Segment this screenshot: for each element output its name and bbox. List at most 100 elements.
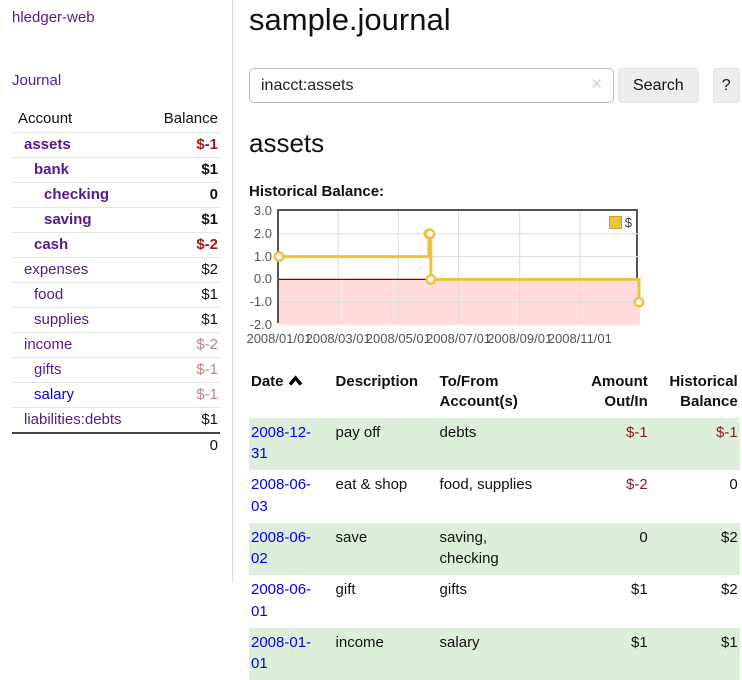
account-balance: $-1	[146, 133, 220, 158]
y-tick-label: 2.0	[254, 227, 272, 241]
account-balance: $-1	[146, 358, 220, 383]
account-heading: assets	[249, 128, 740, 159]
transaction-description: save	[334, 523, 438, 576]
transaction-amount: $1	[573, 575, 650, 628]
account-balance: $1	[146, 308, 220, 333]
account-row: saving $1	[12, 208, 220, 233]
transaction-description: eat & shop	[334, 470, 438, 523]
x-tick-label: 2008/11/01	[548, 331, 612, 346]
sidebar-account-link-saving[interactable]: saving	[14, 211, 92, 228]
sidebar-account-link-checking[interactable]: checking	[14, 186, 109, 203]
app-brand-link[interactable]: hledger-web	[12, 9, 220, 26]
transaction-accounts: gifts	[438, 575, 574, 628]
account-balance: $2	[146, 258, 220, 283]
account-balance: $-1	[146, 383, 220, 408]
help-button[interactable]: ?	[713, 68, 740, 103]
transaction-balance: $-1	[650, 418, 740, 471]
register-header-description: Description	[334, 369, 438, 418]
transaction-description: income	[334, 628, 438, 680]
transaction-accounts: salary	[438, 628, 574, 680]
legend-swatch-icon	[609, 216, 622, 229]
legend-label: $	[625, 215, 632, 230]
register-header-historical-balance: Historical Balance	[650, 369, 740, 418]
sidebar-account-link-liabilities-debts[interactable]: liabilities:debts	[14, 411, 122, 428]
account-row: checking 0	[12, 183, 220, 208]
sidebar-account-link-gifts[interactable]: gifts	[14, 361, 62, 378]
register-header-date[interactable]: Date	[249, 369, 334, 418]
transaction-date-link[interactable]: 2008-06-02	[251, 529, 311, 568]
transaction-balance: $2	[650, 575, 740, 628]
y-tick-label: 0.0	[254, 272, 272, 286]
accounts-header-balance: Balance	[146, 106, 220, 133]
y-tick-label: 1.0	[254, 250, 272, 264]
sort-ascending-icon	[288, 375, 303, 386]
account-row: cash$-2	[12, 233, 220, 258]
sidebar-account-link-cash[interactable]: cash	[14, 236, 68, 253]
account-row: supplies $1	[12, 308, 220, 333]
account-row: income $-2	[12, 333, 220, 358]
transaction-balance: $2	[650, 523, 740, 576]
x-tick-label: 2008/09/01	[487, 331, 552, 346]
main-content: sample.journal ✕ Search ? assets Histori…	[233, 0, 742, 582]
sidebar-item-journal[interactable]: Journal	[12, 72, 220, 89]
page-title: sample.journal	[249, 2, 740, 38]
transaction-balance: $1	[650, 628, 740, 680]
register-header-to-from-account-s-: To/From Account(s)	[438, 369, 574, 418]
sidebar-account-link-supplies[interactable]: supplies	[14, 311, 89, 328]
account-row: salary $-1	[12, 383, 220, 408]
register-header-amount-out-in: Amount Out/In	[573, 369, 650, 418]
accounts-total-row: 0	[12, 433, 220, 458]
account-row: bank $1	[12, 158, 220, 183]
transaction-amount: $-2	[573, 470, 650, 523]
account-balance: $1	[146, 408, 220, 434]
transaction-accounts: food, supplies	[438, 470, 574, 523]
sidebar-account-link-income[interactable]: income	[14, 336, 72, 353]
chart-plot-area: $	[277, 209, 638, 323]
account-balance: $1	[146, 283, 220, 308]
transaction-date-link[interactable]: 2008-01-01	[251, 634, 311, 673]
sidebar: hledger-web Journal Account Balance asse…	[0, 0, 233, 582]
sidebar-account-link-salary[interactable]: salary	[14, 386, 74, 403]
search-form: ✕ Search ?	[249, 68, 740, 103]
account-row: gifts $-1	[12, 358, 220, 383]
search-input[interactable]	[249, 68, 614, 103]
y-tick-label: -1.0	[250, 295, 272, 309]
account-balance: $1	[146, 158, 220, 183]
chart-title: Historical Balance:	[249, 183, 740, 200]
transaction-amount: $1	[573, 628, 650, 680]
transaction-accounts: debts	[438, 418, 574, 471]
sidebar-account-link-bank[interactable]: bank	[14, 161, 69, 178]
clear-search-icon[interactable]: ✕	[590, 76, 603, 94]
transaction-date-link[interactable]: 2008-06-01	[251, 581, 311, 620]
account-balance: $-2	[146, 333, 220, 358]
account-balance: $1	[146, 208, 220, 233]
sidebar-account-link-assets[interactable]: assets	[14, 136, 71, 153]
transaction-date-link[interactable]: 2008-06-03	[251, 476, 311, 515]
account-row: assets $-1	[12, 133, 220, 158]
transaction-accounts: saving, checking	[438, 523, 574, 576]
y-tick-label: -2.0	[250, 318, 272, 332]
sidebar-account-link-food[interactable]: food	[14, 286, 63, 303]
x-tick-label: 2008/01/01	[246, 331, 311, 346]
transaction-description: pay off	[334, 418, 438, 471]
account-balance: 0	[146, 183, 220, 208]
transaction-description: gift	[334, 575, 438, 628]
account-row: food $1	[12, 283, 220, 308]
sidebar-account-link-expenses[interactable]: expenses	[14, 261, 88, 278]
transaction-amount: $-1	[573, 418, 650, 471]
accounts-table: Account Balance assets $-1 bank $1 checking 0…	[12, 106, 220, 458]
accounts-header-account: Account	[12, 106, 146, 133]
search-button[interactable]: Search	[618, 68, 699, 103]
y-tick-label: 3.0	[254, 204, 272, 218]
transaction-date-link[interactable]: 2008-12-31	[251, 424, 311, 463]
